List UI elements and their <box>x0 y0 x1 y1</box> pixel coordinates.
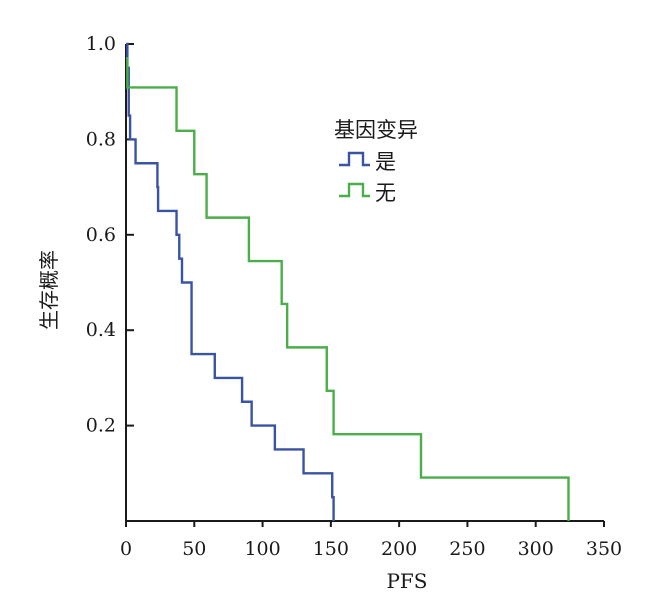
x-tick-label-2: 100 <box>244 538 280 560</box>
y-tick-label-4: 1.0 <box>86 33 116 55</box>
legend-title: 基因变异 <box>334 118 418 142</box>
y-axis-title: 生存概率 <box>37 250 61 330</box>
y-tick-label-0: 0.2 <box>86 415 116 437</box>
survival-curve-1 <box>126 57 570 521</box>
x-axis-title: PFS <box>386 569 427 593</box>
legend-swatch-1 <box>339 182 370 198</box>
legend-label-1: 无 <box>375 181 396 205</box>
x-tick-label-3: 150 <box>313 538 349 560</box>
x-tick-label-6: 300 <box>518 538 554 560</box>
y-ticks: 0.2 0.4 0.6 0.8 1.0 <box>86 33 134 437</box>
legend-entries: 是无 <box>339 150 396 205</box>
legend-swatch-0 <box>339 151 370 167</box>
y-tick-label-1: 0.4 <box>86 319 116 341</box>
survival-curve-0 <box>126 42 335 521</box>
x-tick-label-1: 50 <box>182 538 206 560</box>
x-tick-label-7: 350 <box>586 538 622 560</box>
legend-label-0: 是 <box>375 150 396 174</box>
x-ticks: 0 50 100 150 200 250 300 350 <box>120 521 622 560</box>
x-tick-label-4: 200 <box>381 538 417 560</box>
axes <box>125 44 604 522</box>
legend: 基因变异 是无 <box>334 118 418 205</box>
y-tick-label-2: 0.6 <box>86 224 116 246</box>
x-tick-label-0: 0 <box>120 538 132 560</box>
survival-curves <box>126 42 570 521</box>
x-tick-label-5: 250 <box>449 538 485 560</box>
y-tick-label-3: 0.8 <box>86 128 116 150</box>
